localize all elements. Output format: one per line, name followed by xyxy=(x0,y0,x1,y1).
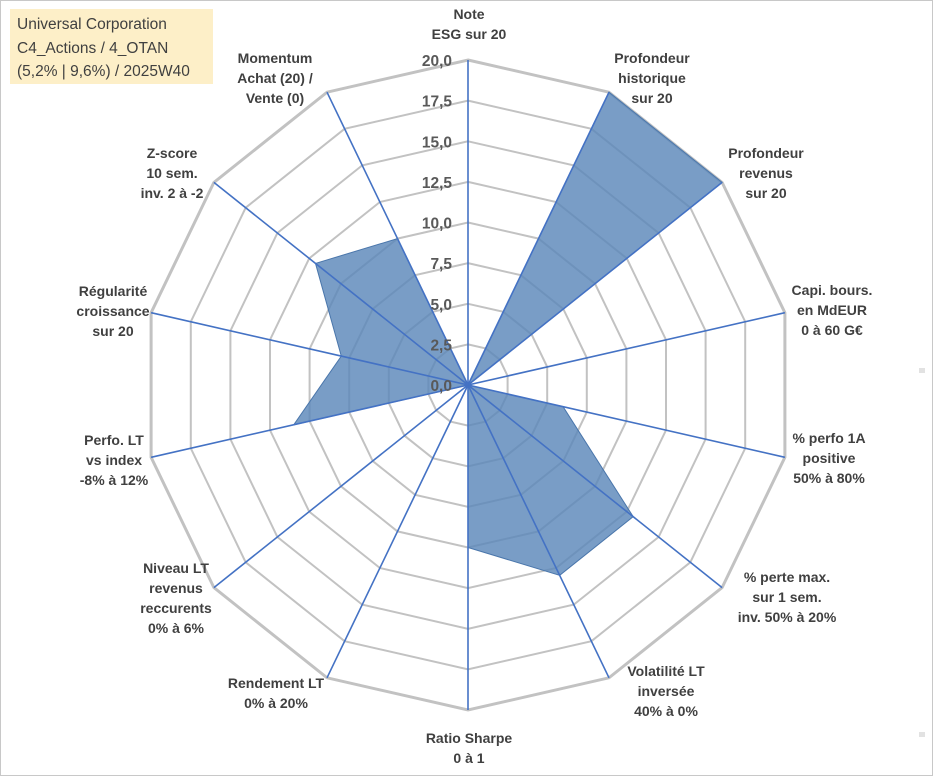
axis-label: Niveau LT revenus reccurents 0% à 6% xyxy=(140,560,212,636)
axis-label: Z-score 10 sem. inv. 2 à -2 xyxy=(141,145,204,201)
axis-spoke xyxy=(150,384,469,459)
axis-spoke xyxy=(213,181,469,386)
axis-label-line: Z-score xyxy=(147,145,198,161)
axis-label-line: Momentum xyxy=(238,50,313,66)
tick-label: 2,5 xyxy=(430,337,452,354)
axis-label-line: Perfo. LT xyxy=(84,432,144,448)
title-line-period: (5,2% | 9,6%) / 2025W40 xyxy=(17,63,190,80)
axis-label-line: sur 20 xyxy=(745,185,786,201)
axis-label-line: % perfo 1A xyxy=(792,430,865,446)
title-line-company: Universal Corporation xyxy=(17,16,167,33)
axis-spoke xyxy=(213,384,469,589)
axis-label-line: reccurents xyxy=(140,600,212,616)
axis-label: Capi. bours. en MdEUR 0 à 60 G€ xyxy=(792,282,873,338)
axis-label-line: Ratio Sharpe xyxy=(426,730,513,746)
tick-label: 12,5 xyxy=(422,175,453,192)
axis-spoke xyxy=(150,311,469,386)
axis-spoke xyxy=(326,384,469,679)
axis-label-line: 40% à 0% xyxy=(634,703,698,719)
axis-label-line: 50% à 80% xyxy=(793,470,865,486)
axis-label-line: revenus xyxy=(149,580,203,596)
axis-spoke xyxy=(467,384,610,679)
axis-label-line: sur 20 xyxy=(92,323,133,339)
tick-label: 7,5 xyxy=(430,256,452,273)
axis-label-line: Capi. bours. xyxy=(792,282,873,298)
axis-spoke xyxy=(467,311,786,386)
axis-label-line: sur 20 xyxy=(631,90,672,106)
axis-label: % perte max. sur 1 sem. inv. 50% à 20% xyxy=(738,569,837,625)
tick-label: 17,5 xyxy=(422,94,453,111)
axis-label-line: en MdEUR xyxy=(797,302,867,318)
axis-label-line: Niveau LT xyxy=(143,560,209,576)
axis-label-line: Vente (0) xyxy=(246,90,304,106)
axis-label: Régularité croissance sur 20 xyxy=(76,283,149,339)
axis-label: % perfo 1A positive 50% à 80% xyxy=(792,430,865,486)
scroll-marker xyxy=(919,732,925,737)
tick-label-layer: 0,0 2,5 5,0 7,5 10,0 12,5 15,0 17,5 20,0 xyxy=(422,53,453,395)
axis-label-line: Volatilité LT xyxy=(627,663,705,679)
axis-label-line: inv. 50% à 20% xyxy=(738,609,837,625)
axis-label-line: -8% à 12% xyxy=(80,472,149,488)
tick-label: 15,0 xyxy=(422,134,452,151)
axis-label-line: Profondeur xyxy=(728,145,804,161)
axis-label-line: Rendement LT xyxy=(228,675,325,691)
axis-label-line: 10 sem. xyxy=(146,165,197,181)
axis-spoke xyxy=(467,91,610,386)
axis-label-line: Régularité xyxy=(79,283,148,299)
axis-label: Ratio Sharpe 0 à 1 xyxy=(426,730,513,766)
axis-label-line: Achat (20) / xyxy=(237,70,313,86)
axis-label-line: Profondeur xyxy=(614,50,690,66)
axis-label-line: 0% à 20% xyxy=(244,695,308,711)
axis-label-line: vs index xyxy=(86,452,142,468)
chart-title-box: Universal Corporation C4_Actions / 4_OTA… xyxy=(10,9,213,84)
axis-label-line: 0% à 6% xyxy=(148,620,205,636)
axis-label: Profondeur historique sur 20 xyxy=(614,50,690,106)
data-area-layer xyxy=(292,91,723,576)
scroll-marker xyxy=(919,368,925,373)
axis-label-layer: Note ESG sur 20 Profondeur historique sur 20… xyxy=(76,6,872,766)
axis-label-line: historique xyxy=(618,70,686,86)
axis-label-line: 0 à 60 G€ xyxy=(801,322,863,338)
axis-label-line: sur 1 sem. xyxy=(752,589,821,605)
axis-label-line: positive xyxy=(803,450,856,466)
axis-spoke xyxy=(467,181,723,386)
axis-label: Profondeur revenus sur 20 xyxy=(728,145,804,201)
axis-label-line: revenus xyxy=(739,165,793,181)
axis-label: Momentum Achat (20) / Vente (0) xyxy=(237,50,313,106)
axis-spoke xyxy=(326,91,469,386)
axis-label: Perfo. LT vs index -8% à 12% xyxy=(80,432,149,488)
axis-label-line: inversée xyxy=(638,683,695,699)
axis-label-line: ESG sur 20 xyxy=(432,26,507,42)
tick-label: 5,0 xyxy=(430,297,452,314)
tick-label: 10,0 xyxy=(422,216,452,233)
axis-label-line: Note xyxy=(453,6,484,22)
axis-label-line: 0 à 1 xyxy=(453,750,484,766)
axis-label-line: inv. 2 à -2 xyxy=(141,185,204,201)
tick-label: 20,0 xyxy=(422,53,452,70)
axis-spoke xyxy=(467,384,786,459)
series-area xyxy=(292,91,723,576)
axis-spoke-layer xyxy=(150,60,786,710)
axis-spoke xyxy=(467,384,723,589)
axis-label: Volatilité LT inversée 40% à 0% xyxy=(627,663,705,719)
tick-label: 0,0 xyxy=(430,378,452,395)
axis-label-line: % perte max. xyxy=(744,569,830,585)
axis-label: Rendement LT 0% à 20% xyxy=(228,675,325,711)
axis-label: Note ESG sur 20 xyxy=(432,6,507,42)
title-line-category: C4_Actions / 4_OTAN xyxy=(17,39,169,57)
axis-label-line: croissance xyxy=(76,303,149,319)
